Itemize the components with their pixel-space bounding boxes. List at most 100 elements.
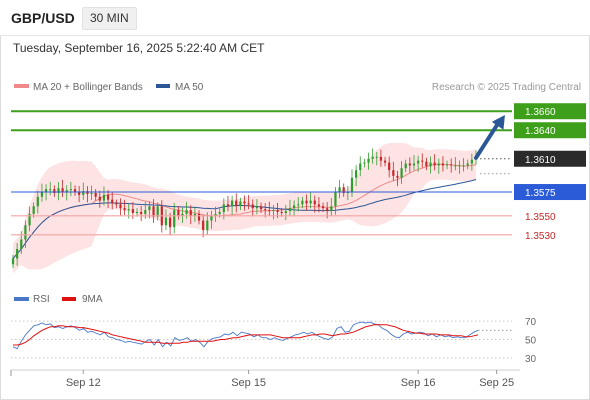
candle-body	[251, 204, 254, 209]
resistance-label-box	[514, 122, 586, 139]
candle-body	[433, 162, 436, 166]
pivot-label-box	[514, 184, 586, 201]
candle-body	[239, 201, 242, 207]
forecast-arrow-shaft	[474, 120, 501, 160]
price-layer	[11, 142, 478, 274]
candle-body	[417, 160, 420, 164]
candle-body	[466, 163, 469, 166]
candle-body	[36, 196, 39, 207]
rsi-legend-label: RSI	[33, 294, 50, 305]
candle-body	[140, 212, 143, 214]
candle-body	[321, 206, 325, 209]
candle-body	[144, 210, 147, 214]
candle-body	[61, 188, 64, 193]
resistance-label: 1.3660	[525, 107, 556, 118]
rsi-tick-label: 70	[525, 317, 537, 328]
candle-body	[193, 213, 196, 216]
candle-body	[437, 163, 440, 166]
candle-body	[359, 163, 362, 171]
candle-body	[293, 205, 296, 209]
candle-body	[301, 200, 304, 205]
candle-body	[342, 187, 345, 193]
candle-body	[131, 209, 134, 213]
candle-body	[156, 206, 159, 217]
candle-body	[379, 156, 383, 161]
candle-body	[28, 213, 31, 226]
timeframe-button[interactable]: 30 MIN	[82, 7, 137, 30]
candle-body	[226, 204, 230, 207]
ma20-legend-swatch	[14, 84, 29, 88]
candle-body	[102, 194, 106, 201]
candle-body	[450, 164, 453, 166]
candle-body	[65, 190, 68, 193]
candle-body	[243, 201, 246, 204]
candle-body	[276, 210, 279, 212]
candle-body	[383, 160, 387, 163]
candle-body	[334, 192, 337, 207]
candle-body	[69, 189, 72, 191]
rsi-legend-swatch	[14, 297, 29, 301]
candle-body	[392, 170, 395, 176]
x-tick-label: Sep 12	[66, 377, 101, 389]
candle-body	[173, 210, 176, 228]
candle-body	[214, 213, 217, 216]
chart-datetime: Tuesday, September 16, 2025 5:22:40 AM C…	[13, 41, 265, 55]
candle-body	[367, 158, 370, 163]
candle-body	[408, 163, 411, 166]
candle-body	[458, 165, 461, 167]
candle-body	[106, 194, 110, 200]
candle-body	[73, 189, 77, 193]
candle-body	[309, 200, 312, 204]
candle-body	[115, 203, 118, 205]
candle-body	[259, 206, 263, 210]
candle-body	[445, 164, 449, 166]
candle-body	[206, 220, 209, 231]
candle-body	[317, 204, 321, 207]
candle-body	[396, 175, 399, 178]
candle-body	[148, 206, 151, 211]
pivot-label: 1.3575	[525, 188, 556, 199]
candle-body	[32, 206, 35, 214]
candle-body	[78, 192, 81, 195]
rsi-tick-label: 30	[525, 354, 537, 365]
last-price-box	[514, 150, 586, 167]
candle-body	[355, 170, 358, 178]
candle-body	[135, 212, 139, 213]
candle-body	[218, 212, 221, 214]
x-tick-label: Sep 15	[231, 377, 266, 389]
candle-body	[470, 159, 473, 164]
candle-body	[350, 177, 354, 193]
candle-body	[230, 200, 234, 207]
ma9-legend-swatch	[62, 297, 76, 301]
candle-body	[313, 200, 316, 205]
candle-body	[90, 192, 93, 194]
candle-body	[202, 220, 205, 231]
candle-body	[152, 206, 155, 217]
candle-body	[421, 160, 424, 162]
ma50-legend-label: MA 50	[175, 82, 204, 93]
candle-body	[82, 191, 85, 195]
rsi-line	[12, 321, 479, 350]
candle-body	[363, 162, 366, 164]
levels-layer: 1.3660 1.3640 1.3610 1.3575 1.3550 1.3530	[11, 103, 586, 242]
candle-body	[412, 163, 416, 166]
candle-body	[247, 203, 250, 205]
candle-body	[371, 156, 374, 159]
research-credit: Research © 2025 Trading Central	[432, 82, 581, 93]
candle-body	[404, 163, 407, 169]
candle-body	[24, 225, 27, 240]
candle-body	[181, 213, 184, 216]
x-tick-label: Sep 25	[479, 377, 514, 389]
candle-body	[49, 189, 52, 191]
resistance-label: 1.3640	[525, 126, 556, 137]
candle-body	[111, 199, 114, 204]
candle-body	[16, 249, 19, 259]
x-axis: Sep 12 Sep 15 Sep 16 Sep 25	[10, 370, 514, 389]
candle-body	[57, 188, 60, 193]
rsi-ma9-line	[13, 324, 479, 346]
ma20-legend-label: MA 20 + Bollinger Bands	[33, 82, 143, 93]
candle-body	[189, 210, 192, 216]
candle-body	[388, 162, 391, 171]
candle-body	[425, 161, 428, 167]
candle-body	[127, 209, 130, 211]
